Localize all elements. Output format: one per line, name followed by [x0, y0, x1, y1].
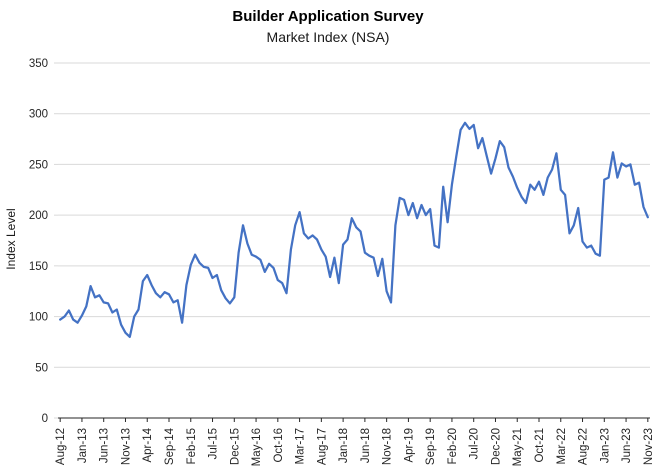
y-tick-label: 250	[29, 159, 48, 171]
x-tick-label: Jan-23	[599, 428, 611, 463]
x-tick-label: Jan-13	[77, 428, 89, 463]
y-tick-label: 150	[29, 261, 48, 273]
x-tick-label: Jul-15	[208, 428, 220, 459]
x-tick-label: Nov-23	[643, 428, 655, 465]
x-tick-label: Feb-20	[447, 428, 459, 464]
x-tick-label: Feb-15	[186, 428, 198, 464]
x-tick-label: Apr-19	[403, 428, 415, 463]
x-tick-label: Oct-16	[273, 428, 285, 463]
x-tick-label: Aug-17	[316, 428, 328, 465]
x-tick-label: Aug-22	[578, 428, 590, 465]
x-tick-label: May-21	[512, 428, 524, 466]
y-tick-label: 350	[29, 58, 48, 70]
x-tick-label: Nov-18	[382, 428, 394, 465]
x-tick-label: Dec-20	[490, 428, 502, 465]
x-tick-label: Aug-12	[55, 428, 67, 465]
x-tick-label: Jun-18	[360, 428, 372, 463]
y-tick-label: 300	[29, 109, 48, 121]
y-tick-label: 100	[29, 312, 48, 324]
y-tick-label: 200	[29, 210, 48, 222]
x-tick-label: Jun-13	[99, 428, 111, 463]
x-tick-label: Jun-23	[621, 428, 633, 463]
x-tick-label: Apr-14	[142, 427, 154, 462]
x-tick-label: Jan-18	[338, 428, 350, 463]
chart-subtitle: Market Index (NSA)	[266, 29, 390, 45]
x-tick-label: Mar-22	[556, 428, 568, 464]
x-tick-label: Jul-20	[469, 428, 481, 459]
x-tick-label: Nov-13	[120, 428, 132, 465]
chart-title: Builder Application Survey	[232, 8, 424, 25]
index-line	[59, 121, 649, 339]
y-tick-label: 0	[42, 413, 48, 425]
x-tick-label: Dec-15	[229, 428, 241, 465]
x-tick-label: Mar-17	[295, 428, 307, 464]
y-tick-label: 50	[35, 362, 48, 374]
x-tick-label: May-16	[251, 428, 263, 466]
x-tick-label: Oct-21	[534, 428, 546, 463]
x-tick-label: Sep-19	[425, 428, 437, 465]
x-tick-label: Sep-14	[164, 427, 176, 465]
